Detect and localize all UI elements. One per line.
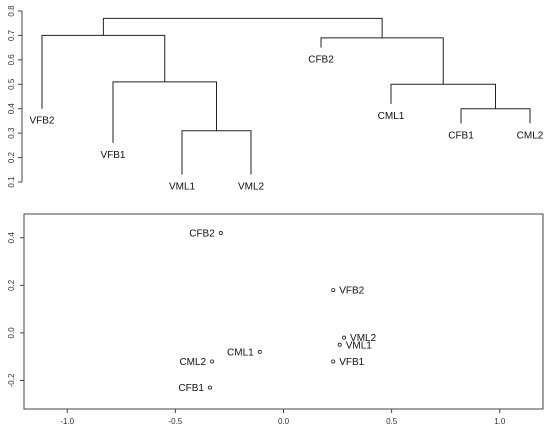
scatter-point-label-vfb1: VFB1 <box>339 357 364 368</box>
dendrogram-branch-m2 <box>112 81 217 143</box>
scatter-y-tick-label: 0.0 <box>7 327 16 339</box>
scatter-point-label-vml2: VML2 <box>350 333 377 344</box>
dendrogram-y-tick-label: 0.4 <box>7 103 16 115</box>
scatter-point-cfb1 <box>207 385 212 390</box>
scatter-y-ticks: -0.2 0.0 0.2 0.4 <box>7 232 24 387</box>
scatter-point-cml1 <box>257 349 262 354</box>
dendrogram-y-tick-label: 0.5 <box>7 78 16 90</box>
leaf-label-vfb1: VFB1 <box>100 150 125 161</box>
leaf-label-cml2: CML2 <box>517 130 544 141</box>
scatter-point-label-cml1: CML1 <box>227 347 254 358</box>
leaf-label-vfb2: VFB2 <box>29 116 54 127</box>
dendrogram-branches <box>41 17 531 175</box>
leaf-label-cfb2: CFB2 <box>308 55 334 66</box>
scatter-point-vfb2 <box>331 288 336 293</box>
dendrogram-y-tick-label: 0.1 <box>7 176 16 188</box>
scatter-x-tick-label: 0.0 <box>278 417 290 426</box>
scatter-x-tick-label: -0.5 <box>168 417 182 426</box>
scatter-x-tick-label: -1.0 <box>60 417 74 426</box>
dendrogram-y-tick-label: 0.7 <box>7 29 16 41</box>
dendrogram-y-tick-label: 0.3 <box>7 127 16 139</box>
scatter-y-tick-label: 0.2 <box>7 279 16 291</box>
dendrogram-y-ticks: 0.1 0.2 0.3 0.4 0.5 0.6 0.7 0.8 <box>7 5 22 188</box>
dendrogram-branch-m7 <box>102 17 383 38</box>
scatter-point-label-cfb2: CFB2 <box>189 229 215 240</box>
dendrogram-branch-m5 <box>390 83 496 109</box>
leaf-label-vml1: VML1 <box>169 182 196 193</box>
scatter-point-label-vfb2: VFB2 <box>339 286 364 297</box>
dendrogram-branch-m1 <box>181 130 252 175</box>
scatter-point-label-cml2: CML2 <box>179 357 206 368</box>
dendrogram-y-tick-label: 0.2 <box>7 151 16 163</box>
leaf-label-cml1: CML1 <box>378 111 405 122</box>
scatter-point-vfb1 <box>331 359 336 364</box>
scatter-x-ticks: -1.0 -0.5 0.0 0.5 1.0 <box>60 409 506 426</box>
dendrogram-y-tick-label: 0.6 <box>7 54 16 66</box>
scatter-x-tick-label: 1.0 <box>494 417 506 426</box>
scatter-plot: -1.0 -0.5 0.0 0.5 1.0 -0.2 0.0 0.2 0.4 CFB2 VFB2… <box>7 213 544 426</box>
dendrogram-branch-m6 <box>320 37 444 85</box>
scatter-y-tick-label: 0.4 <box>7 232 16 244</box>
scatter-x-tick-label: 0.5 <box>386 417 398 426</box>
dendrogram-branch-m4 <box>460 108 531 124</box>
scatter-point-vml2 <box>342 335 347 340</box>
leaf-label-vml2: VML2 <box>238 182 265 193</box>
leaf-label-cfb1: CFB1 <box>448 130 474 141</box>
scatter-point-label-cfb1: CFB1 <box>178 383 204 394</box>
scatter-point-label-vml1: VML1 <box>346 340 373 351</box>
dendrogram-y-tick-label: 0.8 <box>7 5 16 17</box>
scatter-point-vml1 <box>337 342 342 347</box>
dendrogram-branch-m3 <box>41 34 166 109</box>
scatter-y-tick-label: -0.2 <box>7 373 16 387</box>
dendrogram-leaf-labels: VFB2 VFB1 VML1 VML2 CFB2 CML1 CFB1 CML2 <box>29 55 543 193</box>
dendrogram: 0.1 0.2 0.3 0.4 0.5 0.6 0.7 0.8 VFB2 VFB1 VML1 VML… <box>7 5 544 193</box>
scatter-point-cfb2 <box>218 231 223 236</box>
scatter-point-cml2 <box>210 359 215 364</box>
scatter-plot-frame <box>23 213 544 410</box>
